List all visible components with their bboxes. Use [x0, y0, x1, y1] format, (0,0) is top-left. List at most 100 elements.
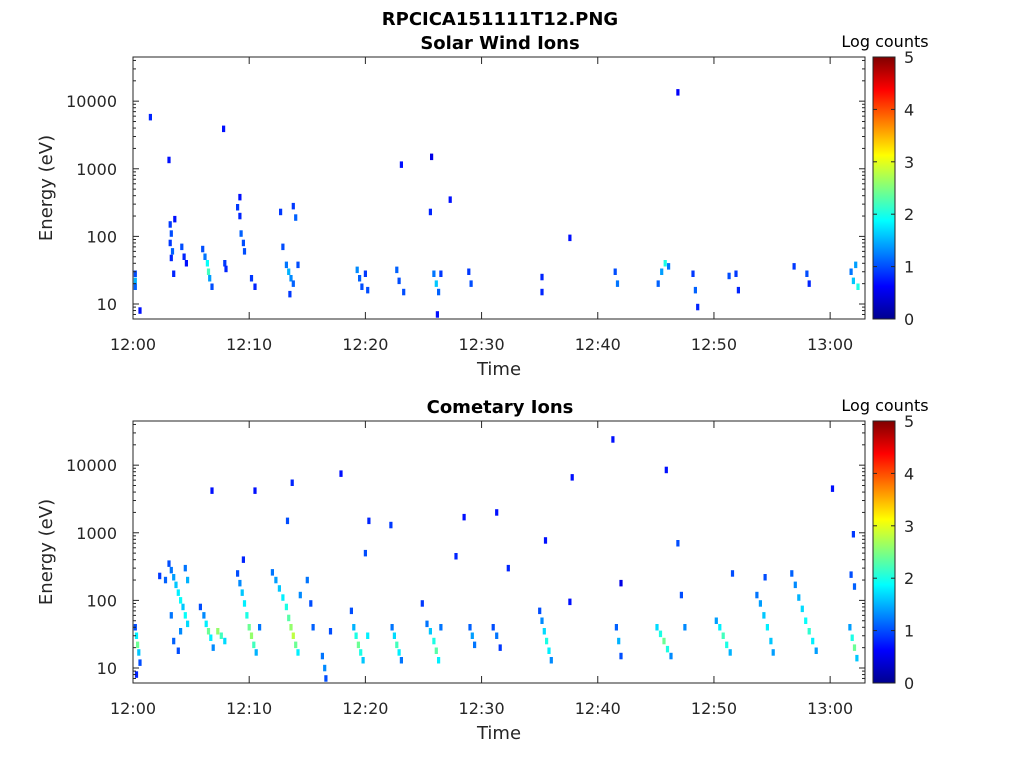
heatmap-cell: [793, 581, 797, 589]
heatmap-cell: [223, 260, 227, 267]
heatmap-cell: [658, 630, 663, 638]
heatmap-cell: [148, 113, 152, 121]
x-tick-label: 12:10: [226, 699, 272, 718]
heatmap-cell: [134, 671, 139, 678]
x-tick-label: 12:50: [691, 335, 737, 354]
heatmap-cell: [693, 286, 697, 294]
heatmap-cell: [137, 649, 141, 656]
x-axis: 12:00 12:10 12:20 12:30 12:40 12:50 13:00: [110, 57, 853, 354]
heatmap-cell: [287, 268, 291, 275]
heatmap-cell: [498, 644, 502, 651]
heatmap-cell: [462, 513, 466, 521]
heatmap-cell: [203, 253, 207, 260]
colorbar-tick-label: 4: [904, 100, 914, 119]
colorbar: [872, 56, 896, 320]
heatmap-cell: [361, 657, 365, 664]
heatmap-cell: [538, 607, 542, 615]
heatmap-cell: [201, 245, 205, 253]
heatmap-cell: [172, 637, 176, 645]
x-tick-label: 12:00: [110, 699, 156, 718]
heatmap-cell: [679, 591, 683, 599]
heatmap-cell: [173, 215, 177, 223]
heatmap-cell: [222, 125, 226, 133]
heatmap-cell: [849, 268, 853, 275]
heatmap-cell: [258, 624, 262, 631]
heatmap-cell: [296, 261, 300, 269]
heatmap-cell: [395, 266, 399, 274]
heatmap-cell: [805, 270, 809, 277]
heatmap-cell: [289, 624, 293, 631]
heatmap-cell: [242, 600, 247, 607]
heatmap-cell: [568, 598, 572, 606]
heatmap-cell: [545, 637, 549, 645]
heatmap-cell: [133, 283, 137, 290]
heatmap-cell: [241, 239, 245, 247]
heatmap-cell: [352, 624, 356, 631]
heatmap-cell: [367, 517, 371, 525]
heatmap-cell: [158, 572, 162, 580]
heatmap-cell: [420, 600, 424, 607]
heatmap-cell: [205, 260, 209, 267]
x-tick-label: 12:20: [342, 335, 388, 354]
colorbar-tick-label: 1: [904, 258, 914, 277]
heatmap-cell: [291, 280, 295, 287]
colorbar-tick-label: 5: [904, 412, 914, 431]
heatmap-cell: [619, 579, 623, 587]
heatmap-cell: [473, 641, 477, 649]
heatmap-cell: [736, 286, 740, 294]
heatmap-cell: [169, 566, 173, 574]
colorbar-tick-label: 0: [904, 674, 914, 693]
heatmap-cell: [402, 288, 406, 296]
heatmap-cell: [320, 652, 324, 660]
heatmap-cell: [210, 283, 214, 290]
heatmap-cell: [167, 560, 171, 567]
heatmap-cell: [804, 617, 808, 624]
colorbar-label: Log counts: [841, 396, 928, 415]
heatmap-cell: [714, 617, 718, 624]
heatmap-cell: [430, 153, 434, 161]
heatmap-cell: [721, 632, 725, 639]
heatmap-cell: [765, 624, 769, 631]
heatmap-cell: [163, 576, 168, 584]
heatmap-cell: [792, 263, 796, 270]
colorbar: [872, 420, 896, 684]
heatmap-cell: [167, 156, 171, 164]
heatmap-cell: [762, 612, 766, 619]
heatmap-cell: [284, 261, 288, 269]
heatmap-cell: [432, 637, 436, 645]
heatmap-cell: [570, 474, 574, 481]
heatmap-cell: [811, 637, 815, 645]
x-tick-label: 12:50: [691, 699, 737, 718]
heatmap-cell: [210, 487, 214, 494]
y-axis: 10 100 1000 10000: [66, 59, 865, 320]
heatmap-cell: [355, 266, 359, 274]
y-tick-label: 10: [97, 295, 117, 314]
heatmap-layer: [133, 436, 859, 682]
heatmap-cell: [437, 657, 441, 664]
colorbar-tick-label: 4: [904, 464, 914, 483]
heatmap-cell: [469, 280, 473, 287]
heatmap-cell: [323, 664, 327, 672]
heatmap-cell: [181, 603, 185, 611]
heatmap-cell: [397, 277, 401, 285]
heatmap-cell: [467, 268, 471, 275]
colorbar-tick-label: 5: [904, 48, 914, 67]
heatmap-cell: [208, 275, 212, 282]
heatmap-cell: [236, 204, 240, 211]
heatmap-cell: [138, 307, 142, 314]
heatmap-cell: [277, 585, 281, 592]
heatmap-cell: [568, 234, 572, 242]
heatmap-cell: [238, 579, 242, 587]
heatmap-cell: [349, 607, 353, 615]
heatmap-cell: [855, 654, 859, 662]
heatmap-cell: [223, 637, 227, 645]
heatmap-cell: [734, 270, 738, 277]
heatmap-cell: [182, 253, 186, 260]
heatmap-cell: [614, 624, 618, 631]
heatmap-cell: [284, 603, 288, 611]
heatmap-cell: [309, 600, 313, 607]
heatmap-cell: [291, 632, 295, 639]
x-axis-label: Time: [476, 359, 521, 380]
heatmap-cell: [814, 647, 818, 654]
heatmap-cell: [540, 617, 544, 624]
